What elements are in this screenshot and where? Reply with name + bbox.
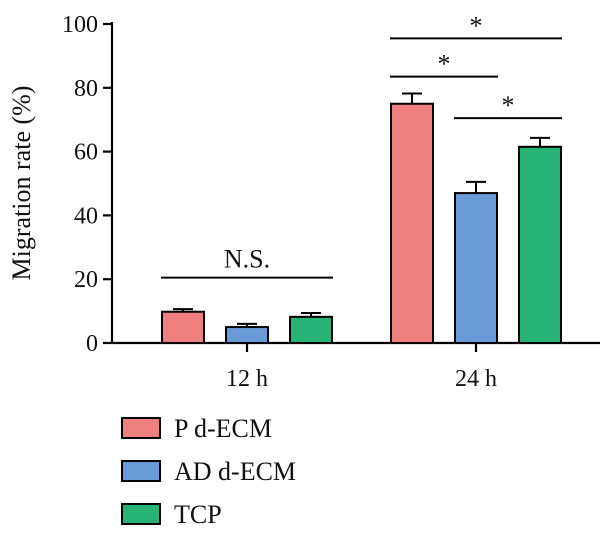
bar (454, 192, 498, 344)
significance-label: N.S. (224, 245, 270, 274)
plot-area: 0 20 40 60 80 100 12 h 24 h N.S. * * * (62, 11, 600, 392)
significance-label: * (470, 11, 483, 40)
y-tick-label: 80 (74, 76, 98, 102)
legend-label: AD d-ECM (174, 457, 296, 486)
legend: P d-ECM AD d-ECM TCP (121, 414, 296, 529)
bar (289, 315, 333, 345)
y-tick-label: 60 (74, 140, 98, 166)
bar (161, 310, 205, 345)
significance-label: * (502, 91, 515, 120)
x-tick-label: 24 h (455, 366, 497, 392)
y-tick-label: 100 (62, 12, 98, 38)
y-axis-title: Migration rate (%) (7, 86, 36, 281)
y-tick-label: 0 (86, 331, 98, 357)
bar (225, 326, 269, 344)
bar (390, 102, 434, 344)
legend-swatch (121, 503, 161, 525)
y-tick-label: 40 (74, 203, 98, 229)
legend-label: TCP (174, 500, 222, 529)
y-tick-label: 20 (74, 267, 98, 293)
legend-label: P d-ECM (174, 414, 272, 443)
significance-label: * (438, 50, 451, 79)
legend-swatch (121, 417, 161, 439)
x-tick-label: 12 h (226, 366, 268, 392)
bar (518, 145, 562, 344)
legend-swatch (121, 460, 161, 482)
